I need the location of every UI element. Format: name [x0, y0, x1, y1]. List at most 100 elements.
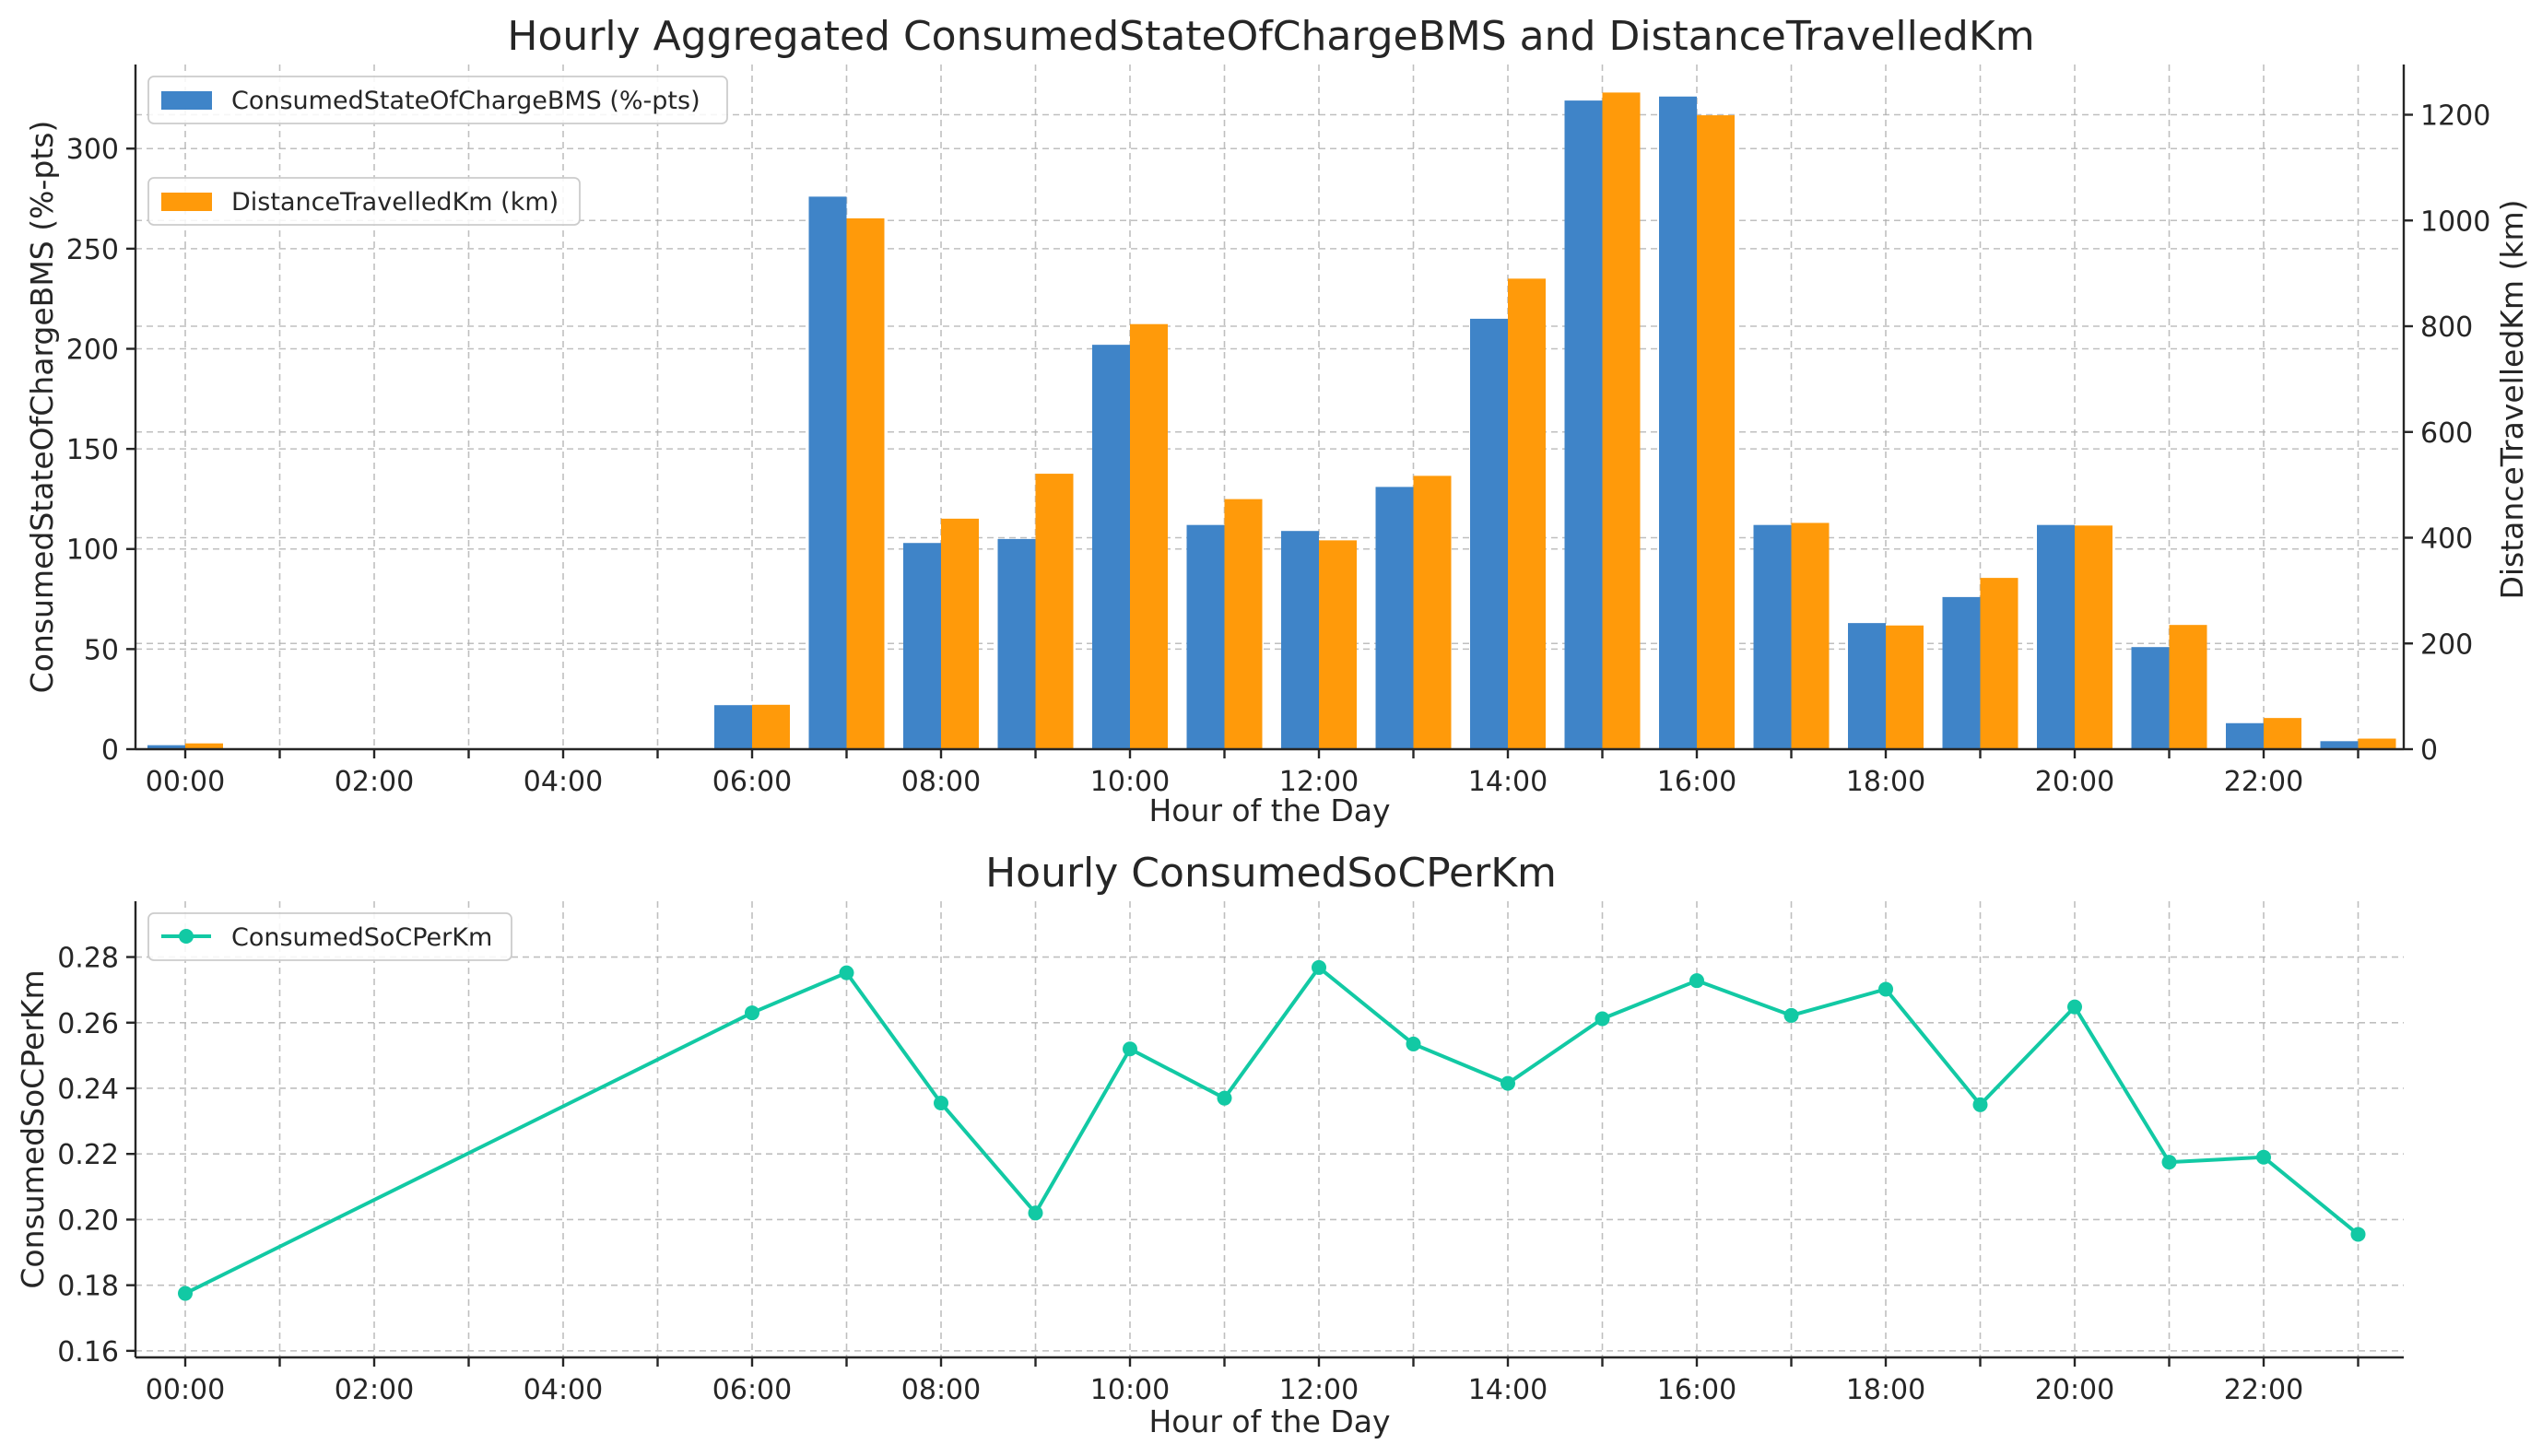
bar-distance-18 [1886, 625, 1924, 749]
top-chart-legend-distance: DistanceTravelledKm (km) [147, 177, 581, 226]
bar-distance-21 [2169, 625, 2207, 749]
bar-soc-21 [2131, 647, 2170, 749]
bar-distance-14 [1508, 278, 1546, 749]
bar-distance-16 [1697, 115, 1735, 750]
y2-tick-label: 1200 [2420, 100, 2490, 133]
data-point-20 [2067, 999, 2082, 1015]
top-chart-y2-ticks: 0 200 400 600 800 1000 1200 [2404, 100, 2490, 767]
data-point-16 [1689, 973, 1704, 989]
y-tick-label: 0.18 [57, 1271, 119, 1303]
legend-marker-swatch [179, 929, 194, 944]
x-tick-label: 12:00 [1279, 766, 1359, 798]
legend-frame [147, 177, 581, 226]
x-tick-label: 00:00 [146, 1374, 225, 1406]
y-tick-label: 0.16 [57, 1336, 119, 1368]
data-point-10 [1123, 1041, 1137, 1057]
bottom-chart-x-ticks: 00:00 02:00 04:00 06:00 08:00 10:00 12:00 14:00… [146, 1357, 2360, 1406]
bottom-chart-grid [135, 901, 2404, 1357]
data-point-0 [178, 1286, 193, 1301]
data-point-22 [2256, 1149, 2271, 1165]
bar-distance-13 [1413, 476, 1452, 749]
top-chart-title: Hourly Aggregated ConsumedStateOfChargeB… [507, 13, 2034, 60]
bar-soc-20 [2037, 524, 2075, 749]
bar-distance-19 [1980, 578, 2018, 749]
y2-tick-label: 800 [2420, 311, 2473, 344]
bottom-chart: Hourly ConsumedSoCPerKm 00:00 02:00 04:00 0… [15, 850, 2404, 1439]
legend-swatch-soc [161, 91, 212, 110]
data-point-21 [2161, 1155, 2177, 1170]
x-tick-label: 22:00 [2224, 766, 2303, 798]
y-tick-label: 0 [101, 734, 119, 767]
x-tick-label: 04:00 [524, 766, 603, 798]
x-tick-label: 22:00 [2224, 1374, 2303, 1406]
x-tick-label: 02:00 [335, 766, 414, 798]
x-tick-label: 06:00 [712, 1374, 792, 1406]
bottom-chart-series [178, 959, 2366, 1301]
bar-distance-22 [2264, 718, 2301, 749]
bar-soc-23 [2320, 741, 2359, 749]
bar-soc-17 [1753, 524, 1792, 749]
bottom-chart-title: Hourly ConsumedSoCPerKm [985, 850, 1557, 897]
top-chart-bars [147, 92, 2396, 750]
data-point-6 [745, 1005, 759, 1021]
bar-distance-9 [1035, 474, 1074, 749]
bar-distance-20 [2075, 525, 2112, 749]
bar-distance-17 [1791, 523, 1830, 749]
x-tick-label: 10:00 [1090, 1374, 1170, 1406]
bar-soc-6 [714, 705, 752, 749]
data-point-23 [2350, 1227, 2366, 1242]
y-tick-label: 0.20 [57, 1204, 119, 1237]
top-chart-y-axis-label: ConsumedStateOfChargeBMS (%-pts) [24, 121, 60, 694]
legend-label-distance: DistanceTravelledKm (km) [231, 188, 559, 217]
data-point-7 [839, 965, 854, 980]
top-chart-y-ticks: 0 50 100 150 200 250 300 [66, 134, 135, 767]
top-chart-x-ticks: 00:00 02:00 04:00 06:00 08:00 10:00 12:00 14:00… [146, 749, 2360, 798]
y2-tick-label: 0 [2420, 734, 2438, 767]
legend-frame [147, 76, 728, 124]
bar-distance-23 [2358, 738, 2396, 749]
top-chart-axes [134, 65, 2406, 751]
bar-soc-22 [2226, 722, 2264, 749]
bar-distance-8 [941, 518, 979, 749]
x-tick-label: 20:00 [2035, 1374, 2114, 1406]
bar-distance-12 [1319, 540, 1357, 749]
data-point-15 [1595, 1011, 1610, 1027]
data-point-11 [1217, 1090, 1232, 1106]
y-tick-label: 0.28 [57, 943, 119, 975]
bar-soc-12 [1281, 531, 1319, 749]
bar-soc-7 [808, 196, 847, 749]
bar-soc-11 [1186, 524, 1225, 749]
legend-swatch-distance [161, 193, 212, 211]
top-chart-y2-axis-label: DistanceTravelledKm (km) [2494, 199, 2530, 599]
x-tick-label: 16:00 [1657, 766, 1736, 798]
y-tick-label: 300 [66, 134, 119, 166]
bar-soc-16 [1659, 96, 1697, 749]
x-tick-label: 08:00 [901, 1374, 981, 1406]
bar-soc-0 [147, 745, 185, 749]
data-point-9 [1028, 1205, 1043, 1221]
bottom-chart-legend: ConsumedSoCPerKm [147, 912, 512, 961]
bottom-chart-axes [134, 901, 2404, 1359]
bar-soc-10 [1092, 345, 1130, 749]
y-tick-label: 250 [66, 234, 119, 266]
y-tick-label: 150 [66, 434, 119, 466]
legend-label-soc-per-km: ConsumedSoCPerKm [231, 923, 492, 952]
bar-distance-6 [752, 704, 790, 749]
x-tick-label: 14:00 [1468, 766, 1548, 798]
x-tick-label: 04:00 [524, 1374, 603, 1406]
x-tick-label: 06:00 [712, 766, 792, 798]
data-point-17 [1783, 1007, 1799, 1023]
bar-soc-19 [1942, 596, 1981, 749]
y-tick-label: 0.24 [57, 1074, 119, 1106]
y2-tick-label: 1000 [2420, 205, 2490, 238]
bar-soc-14 [1470, 318, 1508, 749]
x-tick-label: 12:00 [1279, 1374, 1359, 1406]
bottom-chart-y-axis-label: ConsumedSoCPerKm [15, 969, 51, 1288]
x-tick-label: 00:00 [146, 766, 225, 798]
bar-soc-8 [903, 543, 941, 749]
x-tick-label: 20:00 [2035, 766, 2114, 798]
bar-distance-10 [1130, 323, 1168, 749]
data-point-12 [1312, 959, 1326, 975]
bar-soc-13 [1375, 487, 1414, 749]
